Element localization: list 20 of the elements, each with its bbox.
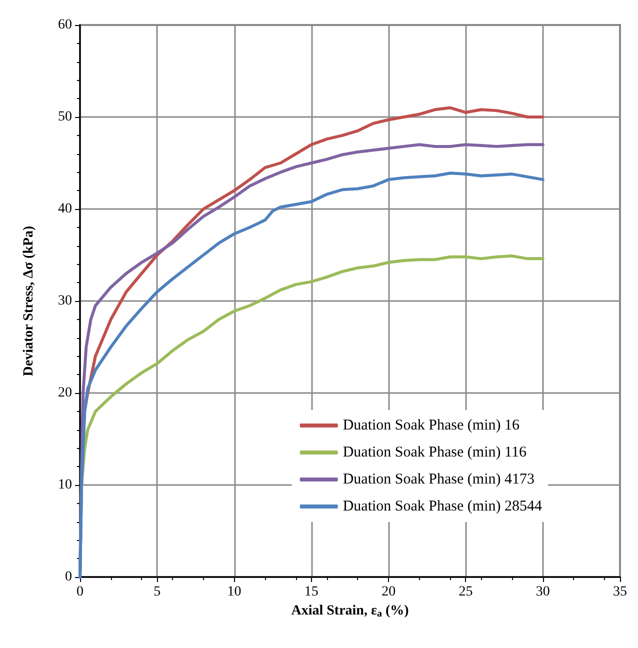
legend-label: Duation Soak Phase (min) 16 xyxy=(342,418,520,434)
y-axis-title: Deviator Stress, Δσ (kPa) xyxy=(22,225,36,376)
x-tick-label: 10 xyxy=(227,584,242,600)
x-tick-label: 25 xyxy=(458,584,473,600)
y-tick-label: 0 xyxy=(65,570,72,584)
y-tick-label: 20 xyxy=(58,386,72,400)
y-tick-label: 30 xyxy=(58,294,72,308)
x-tick-label: 0 xyxy=(76,584,84,600)
legend-label: Duation Soak Phase (min) 4173 xyxy=(342,472,535,488)
y-tick-label: 40 xyxy=(58,202,72,216)
y-tick-label: 60 xyxy=(58,18,72,32)
x-tick-label: 15 xyxy=(304,584,318,600)
x-tick-label: 20 xyxy=(382,584,396,600)
x-tick-label: 30 xyxy=(536,584,550,600)
x-tick-label: 5 xyxy=(154,584,161,600)
y-tick-label: 10 xyxy=(58,478,72,492)
y-tick-label: 50 xyxy=(58,110,72,124)
legend-label: Duation Soak Phase (min) 28544 xyxy=(342,498,542,514)
x-tick-label: 35 xyxy=(613,584,627,600)
legend-label: Duation Soak Phase (min) 116 xyxy=(342,444,527,460)
